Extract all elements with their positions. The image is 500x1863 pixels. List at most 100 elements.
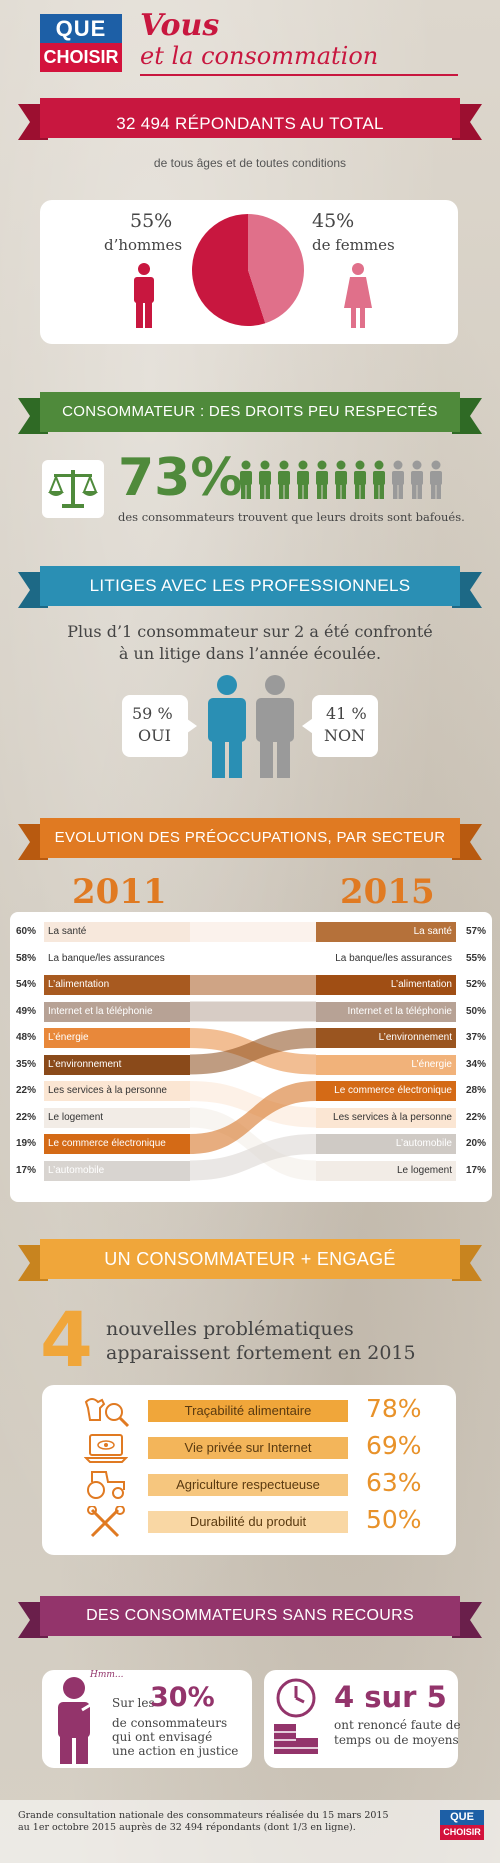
litiges-line2: à un litige dans l’année écoulée. [118, 644, 382, 663]
evo-left-label: La santé [44, 922, 190, 942]
clock-coins-icon [274, 1678, 318, 1754]
evo-flow [190, 922, 316, 942]
rights-text: des consommateurs trouvent que leurs dro… [118, 510, 465, 524]
evo-right-pct: 28% [465, 1085, 486, 1096]
evo-flow [190, 1081, 316, 1128]
thinking-person-icon [58, 1677, 95, 1764]
person-non-icon [256, 675, 294, 778]
problem-pct: 63% [366, 1468, 422, 1497]
ribbon-droits [18, 392, 482, 434]
evo-right-label: Le commerce électronique [316, 1081, 456, 1101]
evo-left-pct: 35% [16, 1058, 37, 1070]
non-arrow [302, 716, 316, 736]
evo-flow [190, 948, 316, 969]
person-icon [411, 460, 423, 499]
evo-flow [190, 1028, 316, 1075]
oui-label: OUI [138, 726, 171, 745]
person-icon [354, 460, 366, 499]
evo-right-pct: 34% [465, 1058, 486, 1070]
laptop-eye-icon [84, 1434, 128, 1463]
evo-right-pct: 37% [465, 1032, 486, 1043]
evo-right-label: Le logement [316, 1160, 456, 1181]
evo-left-label: Le logement [44, 1107, 190, 1128]
footer-text: Grande consultation nationale des consom… [18, 1810, 418, 1834]
person-icon [240, 460, 252, 499]
tools-icon [87, 1506, 125, 1538]
oui-pct: 59 % [132, 704, 173, 723]
evo-right-pct: 57% [465, 926, 486, 937]
evo-left-label: Internet et la téléphonie [44, 1001, 190, 1022]
footer-line1: Grande consultation nationale des consom… [18, 1810, 389, 1821]
women-pct: 45% [312, 210, 355, 232]
evo-left-pct: 22% [16, 1085, 37, 1096]
justice-line3: une action en justice [112, 1744, 239, 1758]
problem-label: Traçabilité alimentaire [148, 1400, 348, 1422]
logo-bottom: CHOISIR [40, 43, 122, 72]
person-icon [297, 460, 309, 499]
ribbon-litiges-text: LITIGES AVEC LES PROFESSIONNELS [89, 576, 411, 595]
tractor-icon [87, 1471, 125, 1499]
evo-flow [190, 1001, 316, 1022]
scales-icon [48, 470, 98, 508]
evo-left-label: L’environnement [44, 1054, 190, 1075]
evo-right-pct: 52% [465, 979, 486, 990]
evo-left-pct: 58% [16, 952, 37, 964]
evo-left-label: L’énergie [44, 1028, 190, 1048]
evo-left-pct: 48% [16, 1032, 37, 1043]
person-icon [373, 460, 385, 499]
evo-right-pct: 17% [465, 1164, 486, 1176]
year-2011: 2011 [72, 872, 167, 912]
sur-les-text: Sur les [112, 1696, 155, 1710]
title-underline [140, 74, 458, 76]
ribbon-evolution [18, 818, 482, 860]
ribbon-litiges [18, 566, 482, 608]
que-choisir-logo: QUE CHOISIR [40, 14, 122, 72]
person-oui-icon [208, 675, 246, 778]
page-title: Vous [140, 8, 220, 43]
evo-left-label: L’alimentation [44, 975, 190, 995]
evo-right-label: L’énergie [316, 1054, 456, 1075]
evo-left-label: Le commerce électronique [44, 1134, 190, 1154]
footer-logo-bottom: CHOISIR [440, 1825, 484, 1840]
ribbon-recours-text: DES CONSOMMATEURS SANS RECOURS [86, 1607, 414, 1624]
people-row-rights [240, 460, 442, 499]
pie-slice-women [248, 214, 304, 324]
ribbon-respondants [18, 98, 482, 140]
evo-right-pct: 20% [465, 1138, 486, 1149]
person-icon [430, 460, 442, 499]
evo-right-label: La santé [316, 922, 456, 942]
ribbon-evolution-text: EVOLUTION DES PRÉOCCUPATIONS, PAR SECTEU… [54, 829, 446, 846]
ribbon-respondants-text: 32 494 RÉPONDANTS AU TOTAL [116, 114, 384, 133]
oui-arrow [183, 716, 197, 736]
footer-line2: au 1er octobre 2015 auprès de 32 494 rép… [18, 1822, 356, 1833]
evo-flow [190, 1107, 316, 1181]
evo-left-pct: 17% [16, 1164, 37, 1176]
ribbon-droits-text: CONSOMMATEUR : DES DROITS PEU RESPECTÉS [62, 403, 438, 420]
person-icon [392, 460, 404, 499]
scales-card [42, 460, 104, 518]
litiges-line1: Plus d’1 consommateur sur 2 a été confro… [67, 622, 433, 641]
big-number-4: 4 [40, 1295, 93, 1384]
problem-label: Durabilité du produit [148, 1511, 348, 1533]
ribbon-engage-text: UN CONSOMMATEUR + ENGAGÉ [104, 1249, 396, 1269]
evo-left-pct: 22% [16, 1111, 37, 1123]
logo-top: QUE [40, 14, 122, 43]
problem-label: Agriculture respectueuse [148, 1474, 348, 1496]
person-icon [316, 460, 328, 499]
problem-pct: 50% [366, 1505, 422, 1534]
ribbon-engage [18, 1239, 482, 1281]
ribbon-recours [18, 1596, 482, 1638]
evo-flow [190, 1134, 316, 1181]
engage-line2: apparaissent fortement en 2015 [106, 1342, 416, 1364]
evo-left-pct: 19% [16, 1138, 37, 1149]
evo-left-label: Les services à la personne [44, 1081, 190, 1101]
evo-right-label: Internet et la téléphonie [316, 1001, 456, 1022]
evo-right-pct: 50% [465, 1005, 486, 1017]
woman-icon [344, 263, 372, 328]
pie-slice-men [192, 214, 266, 326]
evo-right-label: Les services à la personne [316, 1107, 456, 1128]
women-label: de femmes [312, 236, 395, 254]
problem-label: Vie privée sur Internet [148, 1437, 348, 1459]
evo-left-pct: 54% [16, 979, 37, 990]
evo-left-pct: 60% [16, 926, 37, 937]
